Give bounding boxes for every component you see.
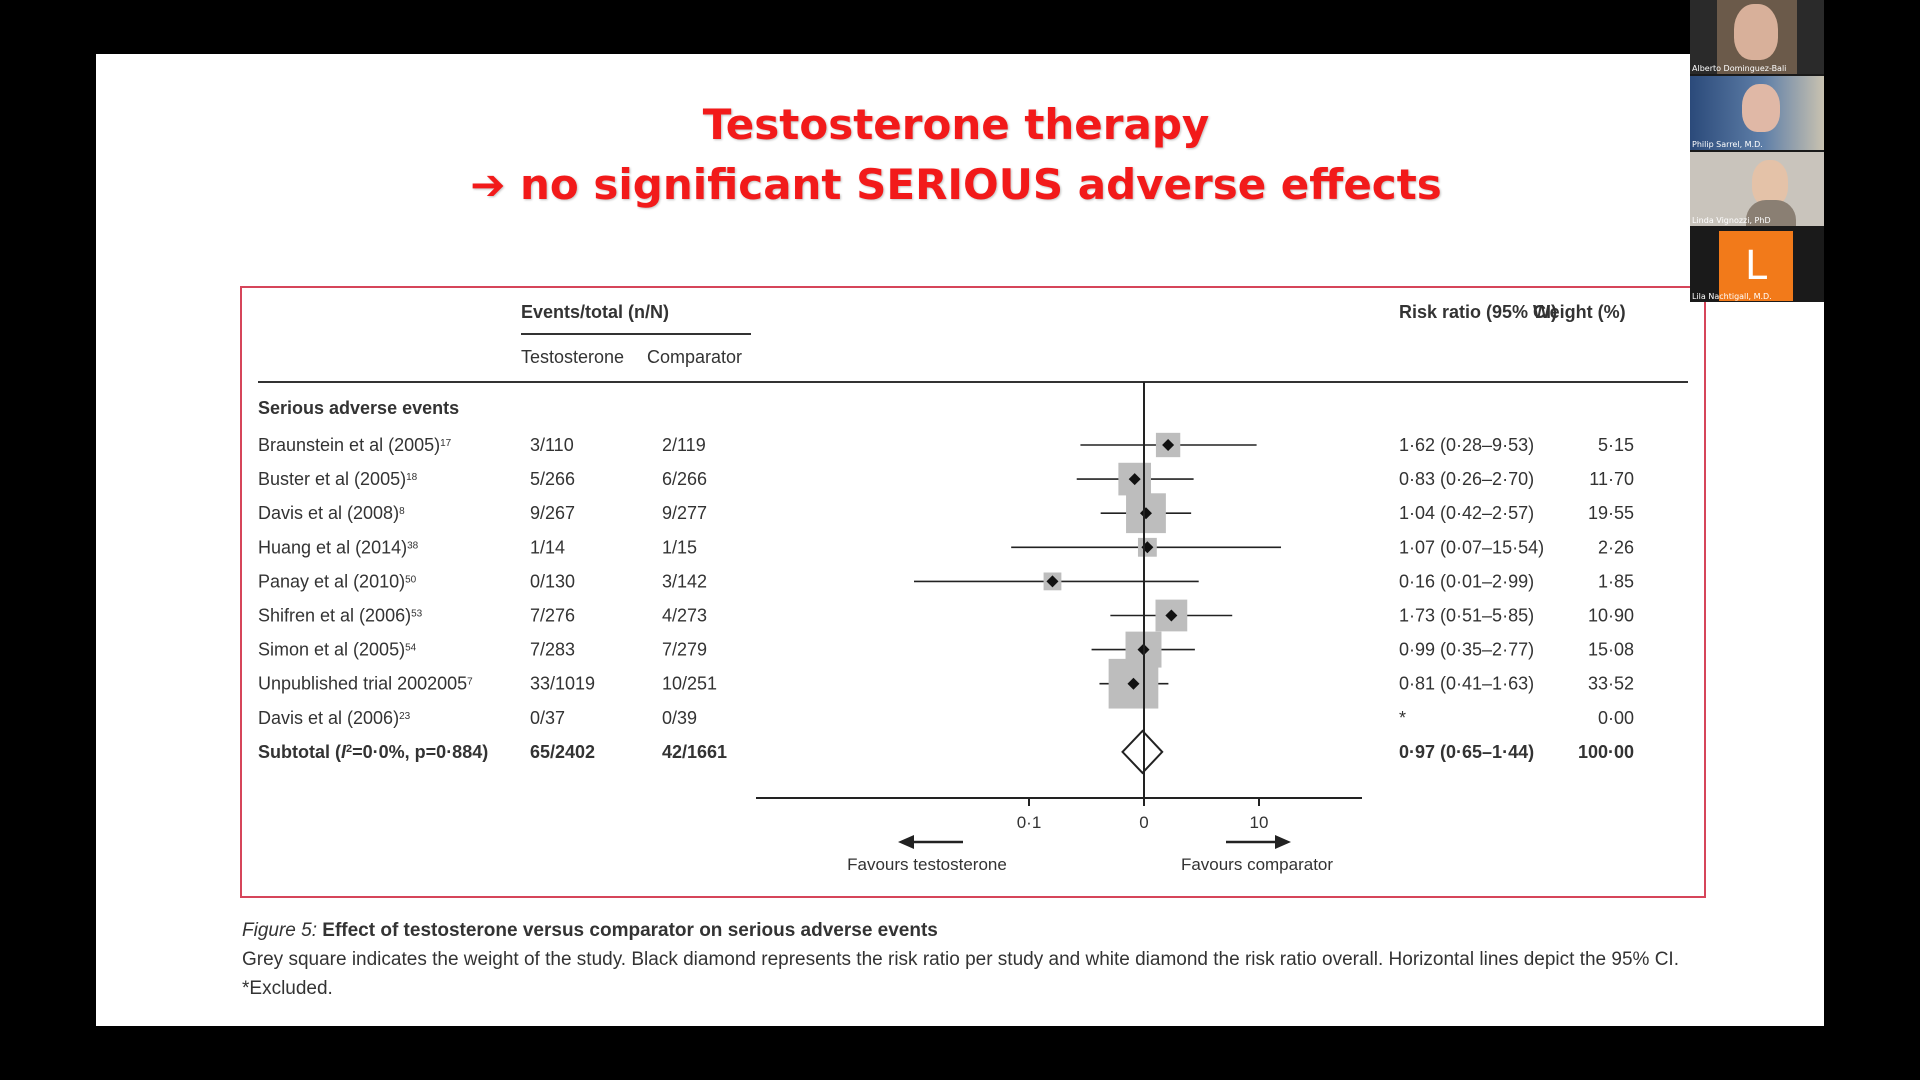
testosterone-count: 33/1019 [530,674,595,694]
testosterone-count: 3/110 [530,435,574,455]
comparator-count: 6/266 [662,469,707,489]
risk-ratio-text: * [1399,708,1406,728]
weight-text: 1·85 [1598,571,1634,591]
header-events: Events/total (n/N) [521,302,669,322]
weight-text: 19·55 [1588,503,1634,523]
testosterone-count: 0/37 [530,708,565,728]
study-diamond [1127,677,1140,690]
risk-ratio-text: 0·16 (0·01–2·99) [1399,571,1534,591]
participant-name: Linda Vignozzi, PhD [1692,216,1771,225]
risk-ratio-text: 1·62 (0·28–9·53) [1399,435,1534,455]
favours-left-arrow [898,835,963,849]
participant-tile[interactable]: Alberto Dominguez-Bali [1690,0,1824,74]
caption-text: Grey square indicates the weight of the … [242,949,1679,999]
participant-name: Philip Sarrel, M.D. [1692,140,1763,149]
header-testosterone: Testosterone [521,347,624,367]
weight-text: 10·90 [1588,606,1634,626]
weight-text: 15·08 [1588,640,1634,660]
section-label: Serious adverse events [258,398,459,418]
comparator-count: 3/142 [662,571,707,591]
risk-ratio-text: 0·83 (0·26–2·70) [1399,469,1534,489]
study-diamond [1162,439,1175,451]
x-tick-label: 0 [1139,813,1148,832]
testosterone-count: 7/276 [530,606,575,626]
risk-ratio-text: 1·04 (0·42–2·57) [1399,503,1534,523]
testosterone-count: 65/2402 [530,742,595,762]
comparator-count: 7/279 [662,640,707,660]
caption-title: Effect of testosterone versus comparator… [322,920,938,941]
header-comparator: Comparator [647,347,742,367]
study-label: Shifren et al (2006)53 [258,606,423,626]
weight-text: 0·00 [1598,708,1634,728]
testosterone-count: 7/283 [530,640,575,660]
study-label: Panay et al (2010)50 [258,571,417,591]
study-label: Unpublished trial 20020057 [258,674,473,694]
study-label: Davis et al (2006)23 [258,708,411,728]
comparator-count: 1/15 [662,537,697,557]
testosterone-count: 0/130 [530,571,575,591]
weight-text: 11·70 [1589,469,1634,489]
study-label: Subtotal (I2=0·0%, p=0·884) [258,742,488,762]
comparator-count: 0/39 [662,708,697,728]
forest-plot: Events/total (n/N) Testosterone Comparat… [258,302,1688,874]
presentation-slide: Testosterone therapy ➔ no significant SE… [96,54,1824,1026]
risk-ratio-text: 0·81 (0·41–1·63) [1399,674,1534,694]
x-tick-label: 10 [1250,813,1269,832]
comparator-count: 2/119 [662,435,706,455]
favours-comparator-label: Favours comparator [1181,855,1333,874]
study-label: Buster et al (2005)18 [258,469,418,489]
weight-text: 33·52 [1588,674,1634,694]
study-label: Huang et al (2014)38 [258,537,419,557]
participant-name: Alberto Dominguez-Bali [1692,64,1787,73]
comparator-count: 42/1661 [662,742,727,762]
risk-ratio-text: 1·73 (0·51–5·85) [1399,606,1534,626]
forest-plot-frame: Events/total (n/N) Testosterone Comparat… [240,286,1706,898]
slide-subtitle: ➔ no significant SERIOUS adverse effects [470,160,1442,209]
participant-tile[interactable]: L Lila Nachtigall, M.D. [1690,228,1824,302]
testosterone-count: 5/266 [530,469,575,489]
risk-ratio-text: 0·97 (0·65–1·44) [1399,742,1534,762]
testosterone-count: 9/267 [530,503,575,523]
study-diamond [1139,507,1152,520]
testosterone-count: 1/14 [530,537,565,557]
weight-text: 100·00 [1578,742,1634,762]
caption-figure-number: Figure 5: [242,920,317,941]
favours-testosterone-label: Favours testosterone [847,855,1007,874]
x-tick-label: 0·1 [1017,813,1042,832]
risk-ratio-text: 1·07 (0·07–15·54) [1399,537,1544,557]
weight-text: 5·15 [1598,435,1634,455]
study-label: Davis et al (2008)8 [258,503,405,523]
comparator-count: 10/251 [662,674,717,694]
participant-tile[interactable]: Linda Vignozzi, PhD [1690,152,1824,226]
participant-video [1734,4,1778,60]
study-diamond [1165,609,1178,622]
participant-name: Lila Nachtigall, M.D. [1692,292,1772,301]
weight-text: 2·26 [1598,537,1634,557]
figure-caption: Figure 5: Effect of testosterone versus … [242,916,1682,1003]
comparator-count: 9/277 [662,503,707,523]
subtotal-diamond [1121,729,1164,775]
header-risk-ratio: Risk ratio (95% CI) [1399,302,1557,322]
participant-tile[interactable]: Philip Sarrel, M.D. [1690,76,1824,150]
participant-video [1752,160,1788,206]
study-label: Simon et al (2005)54 [258,640,417,660]
favours-right-arrow [1226,835,1291,849]
study-diamond [1046,575,1059,588]
participant-panel: Alberto Dominguez-Bali Philip Sarrel, M.… [1690,0,1824,302]
participant-avatar: L [1719,231,1793,301]
study-diamond [1128,473,1141,486]
study-label: Braunstein et al (2005)17 [258,435,452,455]
participant-video [1742,84,1780,132]
header-weight: Weight (%) [1533,302,1626,322]
comparator-count: 4/273 [662,606,707,626]
risk-ratio-text: 0·99 (0·35–2·77) [1399,640,1534,660]
slide-title: Testosterone therapy [702,100,1210,149]
